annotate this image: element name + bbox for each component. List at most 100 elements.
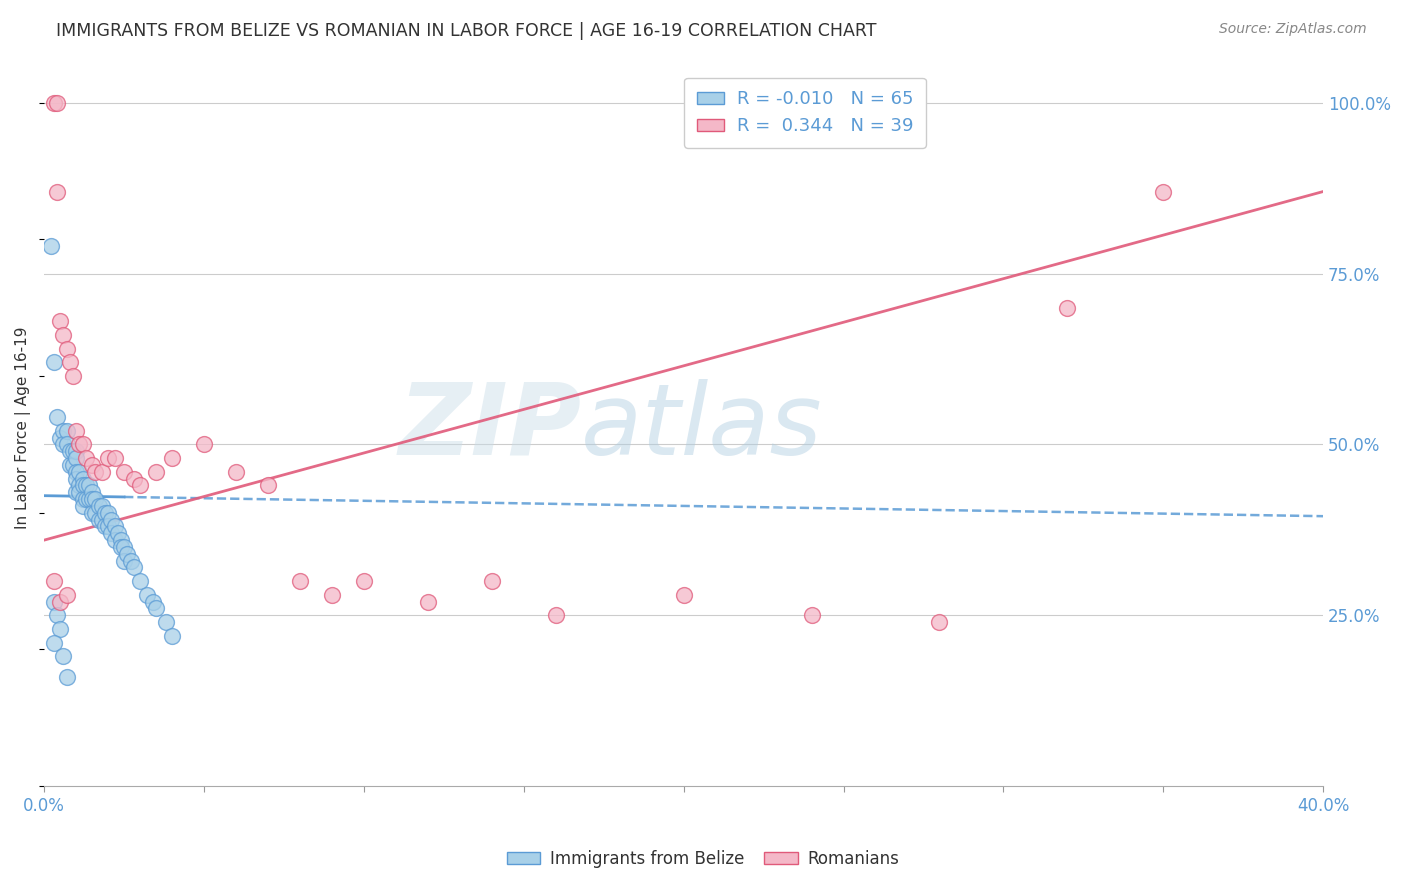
Point	[90, 465, 112, 479]
Point	[62, 369, 84, 384]
Legend: R = -0.010   N = 65, R =  0.344   N = 39: R = -0.010 N = 65, R = 0.344 N = 39	[685, 78, 927, 148]
Point	[84, 492, 107, 507]
Point	[59, 355, 82, 369]
Point	[55, 424, 77, 438]
Point	[288, 574, 311, 588]
Point	[42, 594, 65, 608]
Point	[135, 588, 157, 602]
Point	[82, 492, 104, 507]
Point	[155, 615, 177, 629]
Point	[94, 519, 117, 533]
Point	[928, 615, 950, 629]
Point	[97, 506, 120, 520]
Text: ZIP: ZIP	[398, 379, 581, 475]
Point	[97, 519, 120, 533]
Point	[193, 437, 215, 451]
Text: IMMIGRANTS FROM BELIZE VS ROMANIAN IN LABOR FORCE | AGE 16-19 CORRELATION CHART: IMMIGRANTS FROM BELIZE VS ROMANIAN IN LA…	[56, 22, 877, 40]
Point	[72, 437, 94, 451]
Point	[67, 437, 90, 451]
Point	[90, 513, 112, 527]
Point	[110, 540, 132, 554]
Point	[100, 526, 122, 541]
Point	[72, 478, 94, 492]
Point	[100, 513, 122, 527]
Point	[416, 594, 439, 608]
Text: Source: ZipAtlas.com: Source: ZipAtlas.com	[1219, 22, 1367, 37]
Point	[67, 465, 90, 479]
Point	[46, 608, 69, 623]
Point	[103, 451, 125, 466]
Point	[62, 458, 84, 472]
Point	[52, 649, 75, 664]
Point	[67, 485, 90, 500]
Point	[52, 424, 75, 438]
Point	[55, 342, 77, 356]
Point	[75, 478, 97, 492]
Point	[672, 588, 695, 602]
Point	[62, 444, 84, 458]
Point	[65, 424, 87, 438]
Point	[55, 670, 77, 684]
Point	[46, 95, 69, 110]
Point	[72, 472, 94, 486]
Point	[65, 444, 87, 458]
Legend: Immigrants from Belize, Romanians: Immigrants from Belize, Romanians	[501, 844, 905, 875]
Point	[129, 478, 152, 492]
Point	[49, 314, 72, 328]
Point	[75, 492, 97, 507]
Point	[59, 458, 82, 472]
Point	[82, 506, 104, 520]
Point	[65, 451, 87, 466]
Point	[77, 478, 100, 492]
Point	[94, 506, 117, 520]
Point	[160, 451, 183, 466]
Point	[72, 499, 94, 513]
Point	[103, 533, 125, 547]
Point	[112, 465, 135, 479]
Point	[49, 622, 72, 636]
Point	[1152, 185, 1174, 199]
Point	[544, 608, 567, 623]
Point	[87, 499, 110, 513]
Point	[321, 588, 343, 602]
Point	[42, 95, 65, 110]
Point	[1056, 301, 1078, 315]
Point	[46, 185, 69, 199]
Point	[120, 553, 142, 567]
Point	[142, 594, 165, 608]
Point	[225, 465, 247, 479]
Point	[49, 431, 72, 445]
Point	[42, 635, 65, 649]
Point	[129, 574, 152, 588]
Point	[72, 492, 94, 507]
Point	[77, 492, 100, 507]
Point	[84, 506, 107, 520]
Point	[46, 410, 69, 425]
Point	[49, 594, 72, 608]
Point	[75, 451, 97, 466]
Point	[112, 553, 135, 567]
Point	[82, 485, 104, 500]
Point	[103, 519, 125, 533]
Point	[257, 478, 280, 492]
Point	[145, 601, 167, 615]
Point	[481, 574, 503, 588]
Point	[42, 574, 65, 588]
Point	[122, 560, 145, 574]
Point	[122, 472, 145, 486]
Point	[67, 478, 90, 492]
Point	[90, 499, 112, 513]
Point	[42, 355, 65, 369]
Point	[52, 437, 75, 451]
Point	[55, 437, 77, 451]
Point	[84, 465, 107, 479]
Point	[97, 451, 120, 466]
Text: atlas: atlas	[581, 379, 823, 475]
Point	[55, 588, 77, 602]
Point	[39, 239, 62, 253]
Point	[59, 444, 82, 458]
Point	[107, 526, 129, 541]
Point	[65, 485, 87, 500]
Point	[110, 533, 132, 547]
Point	[353, 574, 375, 588]
